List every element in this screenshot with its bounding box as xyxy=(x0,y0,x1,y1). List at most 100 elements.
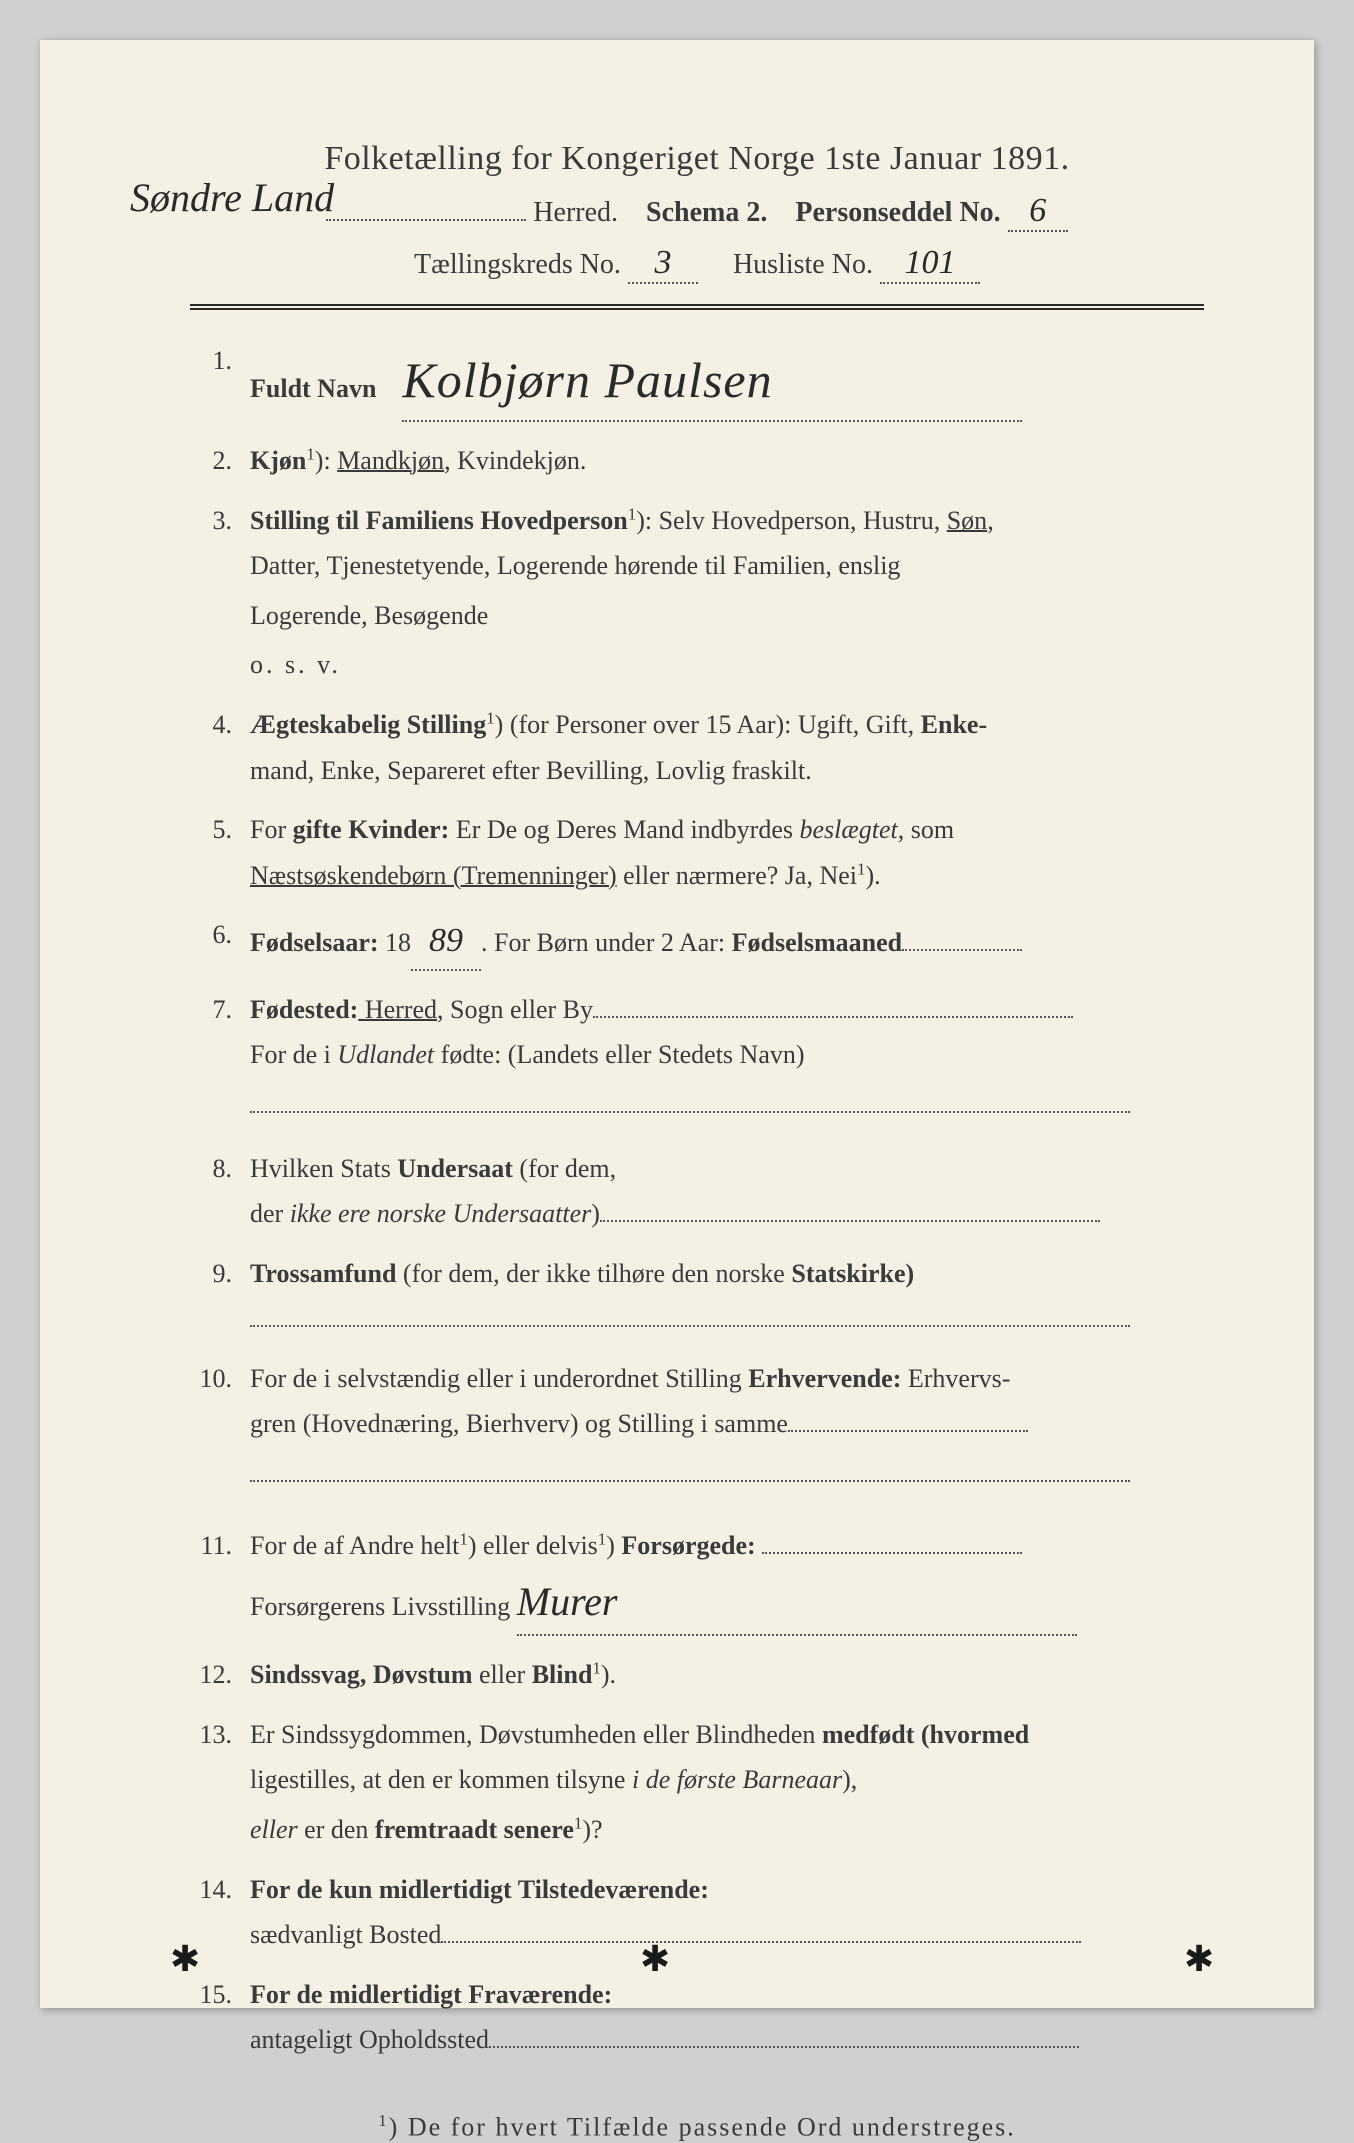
row-num: 13. xyxy=(190,1714,250,1756)
row-body: For gifte Kvinder: Er De og Deres Mand i… xyxy=(250,809,1204,851)
row-body: Trossamfund (for dem, der ikke tilhøre d… xyxy=(250,1253,1204,1295)
fodested-fill xyxy=(593,1016,1073,1018)
row-body: Kjøn1): Mandkjøn, Kvindekjøn. xyxy=(250,440,1204,482)
sup: 1 xyxy=(306,444,314,463)
row-num: 10. xyxy=(190,1358,250,1400)
row-13: 13. Er Sindssygdommen, Døvstumheden elle… xyxy=(190,1714,1204,1756)
end: ). xyxy=(601,1660,616,1689)
row-13-cont2: eller er den fremtraadt senere1)? xyxy=(190,1809,1204,1851)
footnote-sup: 1 xyxy=(378,2111,388,2130)
kreds-no: 3 xyxy=(654,244,671,282)
row-9-cont xyxy=(190,1298,1204,1340)
year-value: 89 xyxy=(429,914,463,968)
pre: der xyxy=(250,1199,290,1228)
row-14: 14. For de kun midlertidigt Tilstedevære… xyxy=(190,1869,1204,1911)
naest: Næstsøskendebørn (Tremenninger) xyxy=(250,861,617,890)
end: )? xyxy=(582,1815,602,1844)
row-num: 6. xyxy=(190,914,250,970)
senere: fremtraadt senere xyxy=(375,1815,574,1844)
label-herred: Herred. xyxy=(533,197,618,228)
label-forsorgede: Forsørgede: xyxy=(621,1531,755,1560)
label-fravaer: midlertidigt Fraværende: xyxy=(329,1980,612,2009)
row-4-cont: mand, Enke, Separeret efter Bevilling, L… xyxy=(190,750,1204,792)
forsorg-fill2: Murer xyxy=(517,1570,1077,1636)
end: ). xyxy=(865,861,880,890)
row-3-osv: o. s. v. xyxy=(190,644,1204,686)
row-9: 9. Trossamfund (for dem, der ikke tilhør… xyxy=(190,1253,1204,1295)
row-12: 12. Sindssvag, Døvstum eller Blind1). xyxy=(190,1654,1204,1696)
pre: Er Sindssygdommen, Døvstumheden eller Bl… xyxy=(250,1720,822,1749)
row-7-cont1: For de i Udlandet fødte: (Landets eller … xyxy=(190,1034,1204,1076)
row-10-cont2 xyxy=(190,1453,1204,1495)
header-divider xyxy=(190,304,1204,310)
personseddel-no: 6 xyxy=(1029,192,1046,230)
header-line-3: Tællingskreds No. 3 Husliste No. 101 xyxy=(190,244,1204,284)
label-trossamfund: Trossamfund xyxy=(250,1259,396,1288)
blind: Blind xyxy=(532,1660,593,1689)
form-rows: 1. Fuldt Navn Kolbjørn Paulsen 2. Kjøn1)… xyxy=(190,340,1204,2061)
pre: For de af Andre helt xyxy=(250,1531,459,1560)
row-4: 4. Ægteskabelig Stilling1) (for Personer… xyxy=(190,704,1204,746)
row-8: 8. Hvilken Stats Undersaat (for dem, xyxy=(190,1148,1204,1190)
eller: eller xyxy=(473,1660,532,1689)
label-schema: Schema 2. xyxy=(646,197,767,228)
pre: Hvilken Stats xyxy=(250,1154,397,1183)
row-num: 8. xyxy=(190,1148,250,1190)
row-3-cont2: Logerende, Besøgende xyxy=(190,595,1204,637)
row-num: 15. xyxy=(190,1974,250,2016)
bosted: sædvanligt Bosted xyxy=(250,1920,441,1949)
row-5: 5. For gifte Kvinder: Er De og Deres Man… xyxy=(190,809,1204,851)
row-11: 11. For de af Andre helt1) eller delvis1… xyxy=(190,1525,1204,1567)
erhverv-fill2 xyxy=(250,1480,1130,1482)
herred: Herred xyxy=(358,995,437,1024)
row-2: 2. Kjøn1): Mandkjøn, Kvindekjøn. xyxy=(190,440,1204,482)
label-kjon: Kjøn xyxy=(250,446,306,475)
census-form-page: Folketælling for Kongeriget Norge 1ste J… xyxy=(40,40,1314,2008)
row-body: Sindssvag, Døvstum eller Blind1). xyxy=(250,1654,1204,1696)
maaned-fill xyxy=(902,949,1022,951)
pre: For xyxy=(250,815,293,844)
rest: ) (for Personer over 15 Aar): Ugift, Gif… xyxy=(495,710,921,739)
sup1: 1 xyxy=(459,1529,467,1548)
beslaegtet: beslægtet xyxy=(800,815,898,844)
rest: ): Selv Hovedperson, Hustru, xyxy=(636,506,947,535)
row-num: 4. xyxy=(190,704,250,746)
row-10: 10. For de i selvstændig eller i underor… xyxy=(190,1358,1204,1400)
form-header: Folketælling for Kongeriget Norge 1ste J… xyxy=(190,140,1204,284)
label-erhvervende: Erhvervende: xyxy=(748,1364,901,1393)
row-7: 7. Fødested: Herred, Sogn eller By xyxy=(190,989,1204,1031)
rest2: eller nærmere? Ja, Nei xyxy=(617,861,857,890)
row-13-cont1: ligestilles, at den er kommen tilsyne i … xyxy=(190,1759,1204,1801)
label-fodselsaar: Fødselsaar: xyxy=(250,928,379,957)
row-body: For de i selvstændig eller i underordnet… xyxy=(250,1358,1204,1400)
row-body: For de af Andre helt1) eller delvis1) Fo… xyxy=(250,1525,1204,1567)
label-fuldt-navn: Fuldt Navn xyxy=(250,374,376,403)
row-8-cont: der ikke ere norske Undersaatter) xyxy=(190,1193,1204,1235)
opt-mandkjon: Mandkjøn xyxy=(337,446,444,475)
label-stilling: Stilling til Familiens Hovedperson xyxy=(250,506,628,535)
sup2: 1 xyxy=(598,1529,606,1548)
label-fodested: Fødested: xyxy=(250,995,358,1024)
label-personseddel: Personseddel No. xyxy=(795,197,1000,228)
row-3-cont1: Datter, Tjenestetyende, Logerende hørend… xyxy=(190,545,1204,587)
row-num: 1. xyxy=(190,340,250,422)
label-undersaat: Undersaat xyxy=(397,1154,513,1183)
label-kreds: Tællingskreds No. xyxy=(414,249,621,280)
ink-blot-icon: ✱ xyxy=(170,1938,200,1968)
row-num: 12. xyxy=(190,1654,250,1696)
navn-value: Kolbjørn Paulsen xyxy=(402,340,772,420)
enke: Enke- xyxy=(921,710,987,739)
kreds-fill: 3 xyxy=(628,244,698,284)
pre: For de i xyxy=(250,1040,337,1069)
sup: 1 xyxy=(628,504,636,523)
row-body: Fødselsaar: 1889. For Børn under 2 Aar: … xyxy=(250,914,1204,970)
row-body: Stilling til Familiens Hovedperson1): Se… xyxy=(250,500,1204,542)
row-1: 1. Fuldt Navn Kolbjørn Paulsen xyxy=(190,340,1204,422)
end: , xyxy=(987,506,994,535)
pre: For de i selvstændig eller i underordnet… xyxy=(250,1364,748,1393)
label-husliste: Husliste No. xyxy=(733,249,873,280)
undersaat-fill xyxy=(600,1220,1100,1222)
row-3: 3. Stilling til Familiens Hovedperson1):… xyxy=(190,500,1204,542)
row-body: For de midlertidigt Fraværende: xyxy=(250,1974,1204,2016)
label-tilstede: midlertidigt Tilstedeværende: xyxy=(379,1875,709,1904)
